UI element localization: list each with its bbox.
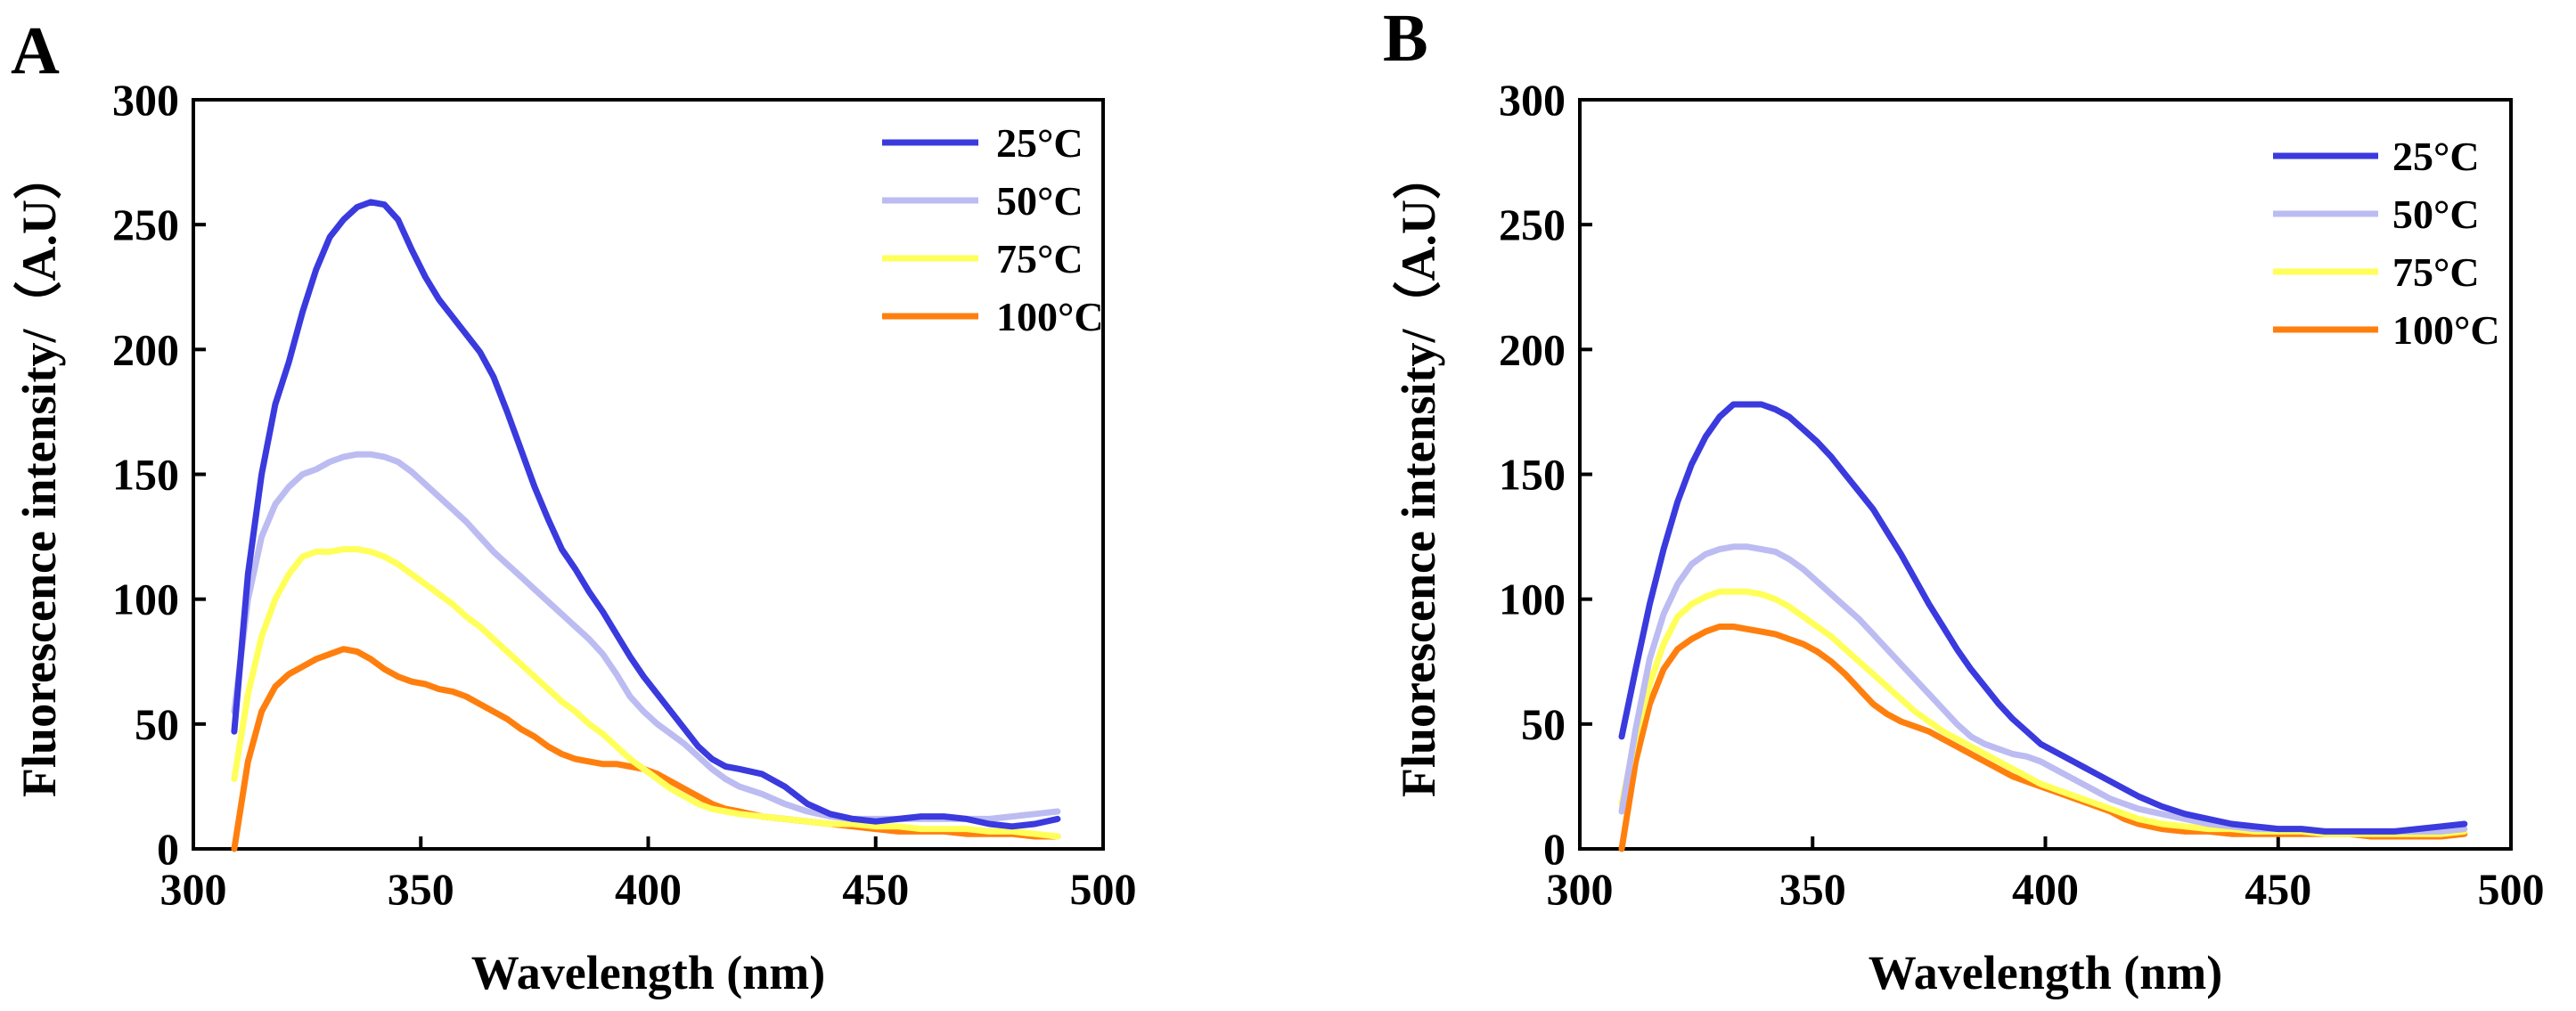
x-tick-label: 300: [1547, 864, 1614, 914]
panel-a: A 300 350 400 450 500 0 50 100 150 200 250 300 Wavele…: [11, 13, 1137, 999]
y-tick-label: 150: [1499, 450, 1566, 500]
x-axis-title: Wavelength (nm): [1869, 946, 2223, 999]
x-tick-label: 350: [388, 864, 454, 914]
y-tick-label: 250: [112, 200, 179, 249]
series-line-75Cc: [231, 546, 1061, 840]
y-tick-label: 0: [1543, 824, 1566, 874]
x-tick-label: 500: [2478, 864, 2545, 914]
panel-label: A: [11, 13, 60, 88]
x-tick-label: 450: [2245, 864, 2311, 914]
legend-label: 75°C: [2392, 249, 2480, 295]
x-tick-label: 450: [842, 864, 909, 914]
y-tick-label: 250: [1499, 200, 1566, 249]
x-tick-label: 500: [1070, 864, 1137, 914]
legend-label: 100°C: [996, 294, 1104, 339]
legend-label: 50°C: [2392, 192, 2480, 237]
series-line-100Cc: [1618, 624, 2468, 852]
y-tick-label: 300: [112, 75, 179, 125]
series-line-25Cc: [231, 199, 1061, 830]
panel-label: B: [1383, 1, 1428, 76]
y-axis-title: Fluorescence intensity/（A.U）: [12, 151, 66, 797]
y-tick-label: 300: [1499, 75, 1566, 125]
series-line-25Cc: [1618, 401, 2468, 835]
y-tick-label: 150: [112, 450, 179, 500]
series-line-50Cc: [231, 451, 1061, 822]
legend-label: 50°C: [996, 178, 1084, 224]
panel-b: B 300 350 400 450 500 0 50 100 150 200 250 300 Wavele…: [1383, 1, 2545, 999]
plot-frame: [192, 98, 1105, 851]
legend-label: 75°C: [996, 236, 1084, 281]
x-axis-title: Wavelength (nm): [471, 946, 826, 999]
legend-label: 100°C: [2392, 307, 2500, 353]
legend-label: 25°C: [2392, 134, 2480, 179]
x-tick-label: 300: [160, 864, 227, 914]
x-tick-label: 400: [615, 864, 682, 914]
y-tick-label: 50: [135, 699, 179, 749]
y-tick-label: 0: [157, 824, 179, 874]
y-tick-label: 50: [1521, 699, 1566, 749]
y-tick-label: 100: [112, 575, 179, 624]
x-tick-label: 350: [1779, 864, 1846, 914]
x-tick-label: 400: [2012, 864, 2079, 914]
legend-label: 25°C: [996, 120, 1084, 166]
y-tick-label: 200: [112, 324, 179, 374]
y-axis-title: Fluorescence intensity/（A.U）: [1392, 151, 1445, 797]
y-tick-label: 200: [1499, 324, 1566, 374]
y-tick-label: 100: [1499, 575, 1566, 624]
